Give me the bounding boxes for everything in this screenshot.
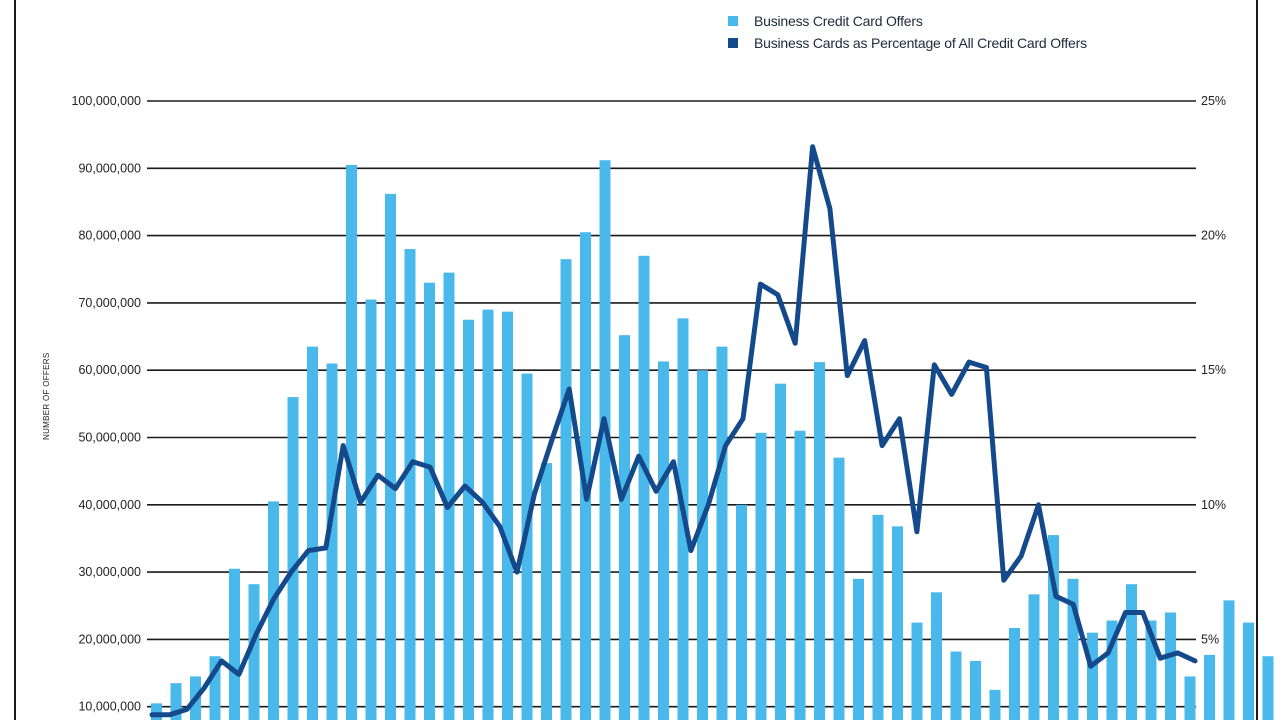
- bar: [307, 346, 318, 720]
- bar: [1145, 620, 1157, 720]
- y-tick-label: 90,000,000: [78, 161, 141, 175]
- bar: [1243, 622, 1254, 720]
- bar: [775, 383, 786, 720]
- y-tick-label: 20,000,000: [78, 632, 141, 646]
- bar: [385, 193, 396, 720]
- bar: [989, 689, 1001, 720]
- bar: [658, 361, 669, 720]
- bar: [482, 309, 494, 720]
- bar: [580, 232, 591, 720]
- y2-tick-label: 5%: [1201, 632, 1219, 646]
- legend-swatch-line: [728, 38, 738, 48]
- bar: [1009, 627, 1020, 720]
- bar: [424, 282, 435, 720]
- legend-item-line: Business Cards as Percentage of All Cred…: [728, 32, 1087, 54]
- legend-label-bars: Business Credit Card Offers: [754, 13, 923, 29]
- bar: [541, 463, 552, 720]
- bar: [248, 584, 260, 720]
- legend-item-bars: Business Credit Card Offers: [728, 10, 1087, 32]
- bar: [346, 164, 357, 720]
- y-tick-label: 60,000,000: [78, 363, 141, 377]
- bar: [287, 397, 299, 720]
- y-tick-label: 30,000,000: [78, 565, 141, 579]
- y2-tick-label: 20%: [1201, 229, 1226, 243]
- frame-right-border: [1256, 0, 1258, 720]
- bar: [1204, 654, 1215, 720]
- bar: [151, 703, 162, 720]
- bar: [833, 457, 845, 720]
- y-tick-label: 70,000,000: [78, 296, 141, 310]
- bar: [1184, 676, 1196, 720]
- bar: [463, 319, 474, 720]
- legend-label-line: Business Cards as Percentage of All Cred…: [754, 35, 1087, 51]
- bar: [1106, 620, 1118, 720]
- bar: [853, 578, 864, 720]
- y2-tick-label: 15%: [1201, 363, 1226, 377]
- bar: [170, 683, 182, 720]
- bar: [1048, 535, 1059, 720]
- bar: [1067, 578, 1079, 720]
- bar: [521, 373, 533, 720]
- y-tick-label: 100,000,000: [71, 94, 141, 108]
- bar: [599, 160, 611, 720]
- bar: [911, 622, 923, 720]
- bar: [716, 346, 728, 720]
- bar: [326, 363, 338, 720]
- frame-left-border: [14, 0, 16, 720]
- bar: [872, 514, 884, 720]
- bar: [1262, 656, 1274, 720]
- bar: [814, 362, 825, 720]
- y2-tick-label: 10%: [1201, 498, 1226, 512]
- y-tick-label: 40,000,000: [78, 498, 141, 512]
- bar: [443, 272, 455, 720]
- bar: [365, 299, 377, 720]
- bar: [697, 370, 708, 720]
- bar: [892, 526, 903, 720]
- bar: [619, 335, 630, 720]
- bar: [1223, 600, 1235, 720]
- bar: [209, 656, 221, 720]
- percentage-line: [149, 144, 1198, 718]
- bar: [404, 249, 416, 720]
- legend-swatch-bars: [728, 16, 738, 26]
- bar: [229, 568, 240, 720]
- bar: [560, 259, 572, 720]
- bar: [794, 430, 806, 720]
- bar: [1165, 612, 1176, 720]
- y-tick-label: 80,000,000: [78, 229, 141, 243]
- y2-tick-label: 25%: [1201, 94, 1226, 108]
- bar: [736, 504, 747, 720]
- bar: [755, 432, 767, 720]
- legend: Business Credit Card Offers Business Car…: [728, 10, 1087, 54]
- bar: [1126, 584, 1137, 720]
- bar: [502, 311, 513, 720]
- bar: [1087, 632, 1098, 720]
- y-tick-label: 10,000,000: [78, 700, 141, 714]
- y-axis-label: NUMBER OF OFFERS: [42, 352, 51, 440]
- bar: [638, 255, 650, 720]
- bar: [931, 592, 942, 720]
- bar: [970, 660, 981, 720]
- bar: [950, 651, 962, 720]
- y-tick-label: 50,000,000: [78, 431, 141, 445]
- bar: [1028, 594, 1040, 720]
- bar: [268, 501, 279, 720]
